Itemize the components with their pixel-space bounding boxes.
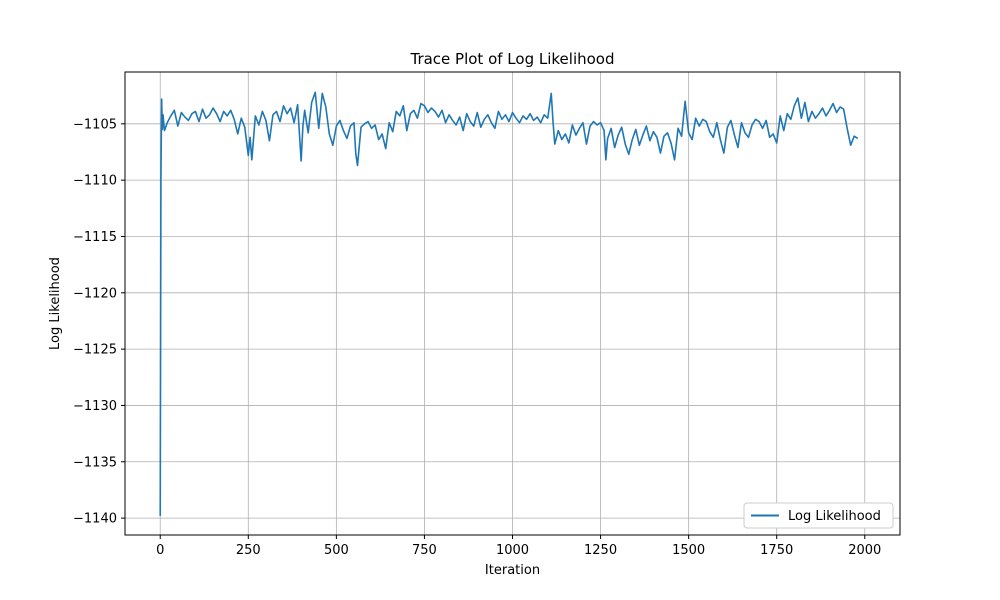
x-axis-label: Iteration bbox=[485, 563, 540, 578]
x-tick-label: 0 bbox=[156, 543, 164, 558]
y-tick-label: −1130 bbox=[73, 399, 117, 414]
y-tick-label: −1115 bbox=[73, 230, 117, 245]
x-tick-label: 1500 bbox=[672, 543, 705, 558]
y-tick-label: −1140 bbox=[73, 512, 117, 527]
legend-label: Log Likelihood bbox=[788, 509, 881, 524]
x-tick-label: 1000 bbox=[496, 543, 529, 558]
y-tick-label: −1135 bbox=[73, 455, 117, 470]
y-tick-label: −1105 bbox=[73, 117, 117, 132]
x-tick-label: 750 bbox=[412, 543, 437, 558]
x-tick-label: 250 bbox=[236, 543, 261, 558]
y-tick-label: −1120 bbox=[73, 286, 117, 301]
x-tick-label: 500 bbox=[324, 543, 349, 558]
y-tick-label: −1110 bbox=[73, 174, 117, 189]
chart-title: Trace Plot of Log Likelihood bbox=[409, 50, 614, 68]
x-tick-label: 2000 bbox=[848, 543, 881, 558]
legend: Log Likelihood bbox=[744, 503, 893, 528]
y-axis-label: Log Likelihood bbox=[48, 257, 63, 350]
y-tick-label: −1125 bbox=[73, 343, 117, 358]
x-tick-label: 1250 bbox=[584, 543, 617, 558]
x-tick-label: 1750 bbox=[760, 543, 793, 558]
